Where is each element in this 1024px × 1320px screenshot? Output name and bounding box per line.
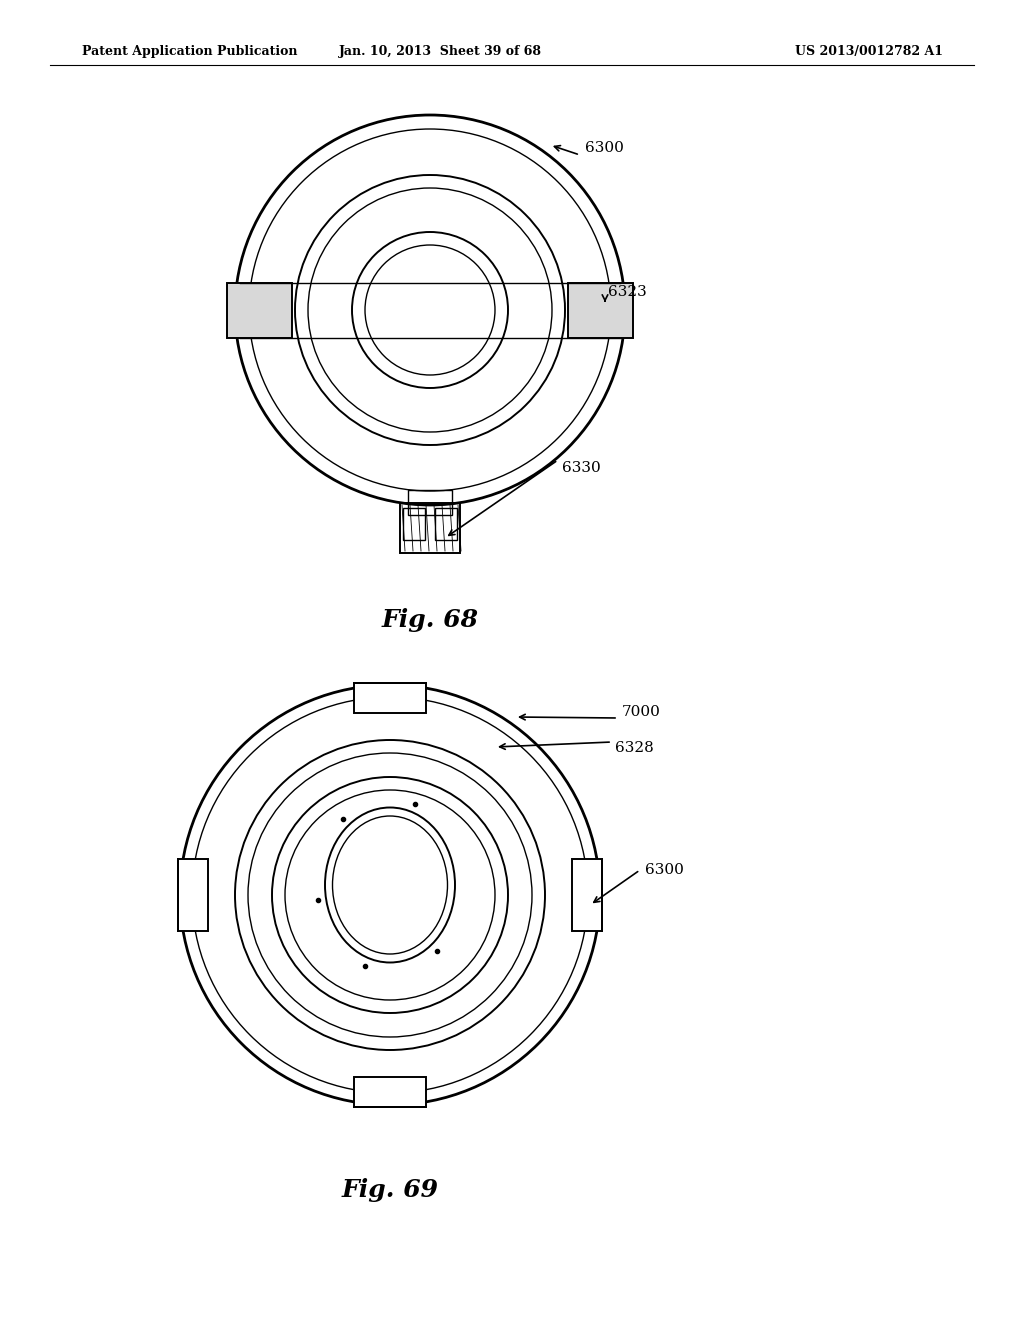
Text: 7000: 7000 — [622, 705, 660, 719]
Text: Fig. 68: Fig. 68 — [382, 609, 478, 632]
Text: 6300: 6300 — [585, 141, 624, 154]
Bar — [227, 282, 292, 338]
Bar — [178, 859, 208, 931]
Text: Jan. 10, 2013  Sheet 39 of 68: Jan. 10, 2013 Sheet 39 of 68 — [339, 45, 542, 58]
Bar — [408, 490, 452, 515]
Text: US 2013/0012782 A1: US 2013/0012782 A1 — [795, 45, 943, 58]
Bar — [568, 282, 633, 338]
Bar — [354, 682, 426, 713]
Bar — [400, 503, 460, 553]
Text: 6323: 6323 — [608, 285, 647, 300]
Text: 6300: 6300 — [645, 863, 684, 876]
Bar — [403, 508, 425, 540]
Bar — [572, 859, 602, 931]
Bar — [435, 508, 457, 540]
Bar — [354, 1077, 426, 1107]
Text: 6328: 6328 — [615, 741, 653, 755]
Text: 6330: 6330 — [562, 461, 601, 475]
Text: Fig. 69: Fig. 69 — [341, 1177, 438, 1203]
Text: Patent Application Publication: Patent Application Publication — [82, 45, 298, 58]
